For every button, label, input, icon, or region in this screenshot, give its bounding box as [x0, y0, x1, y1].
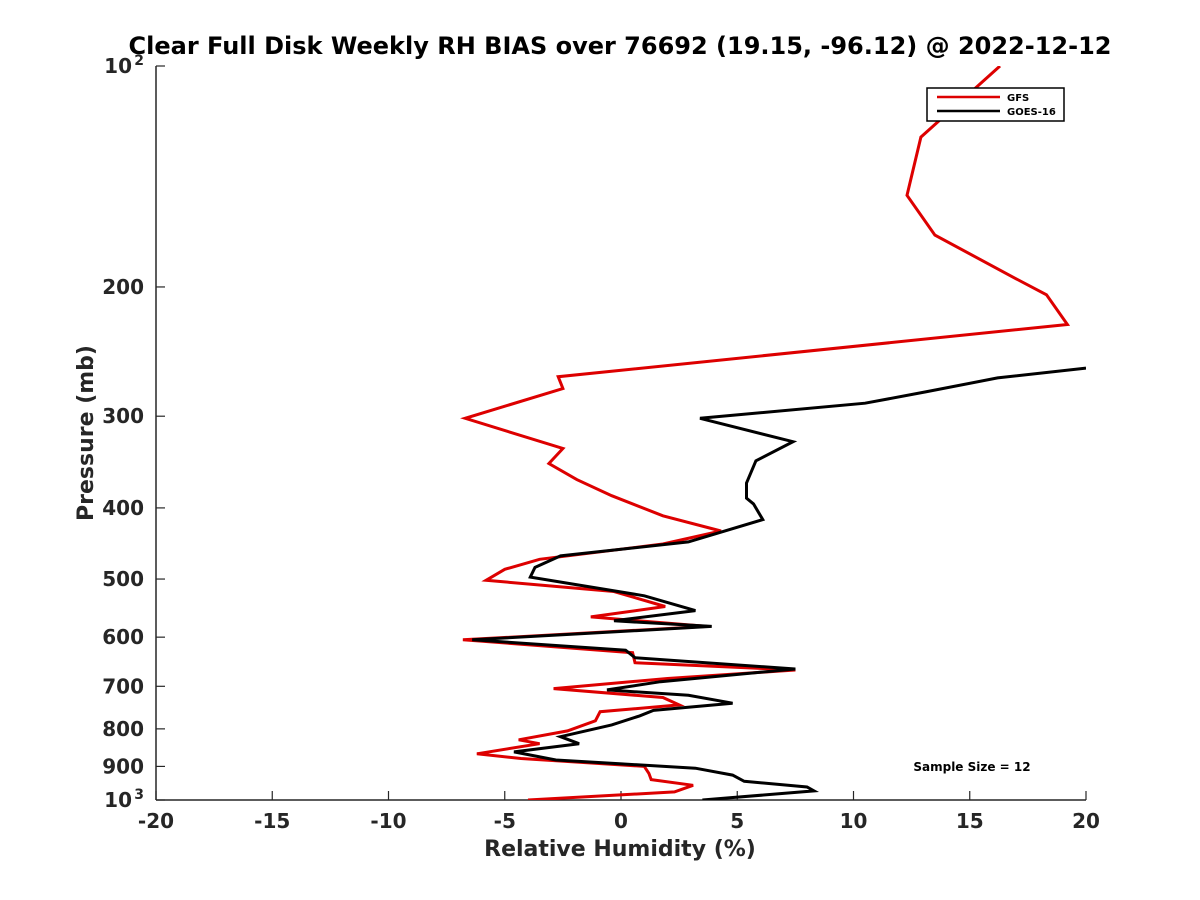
- x-tick-label: -20: [138, 809, 174, 833]
- legend-entry-label: GFS: [1007, 93, 1029, 104]
- sample-size-annotation: Sample Size = 12: [913, 760, 1030, 774]
- x-tick-label: -15: [254, 809, 290, 833]
- y-tick-label: 200: [102, 275, 144, 299]
- x-tick-label: -10: [370, 809, 406, 833]
- legend-entry-label: GOES-16: [1007, 107, 1056, 118]
- y-tick-label: 10: [104, 54, 132, 78]
- series-layer: [460, 66, 1086, 800]
- y-tick-exponent: 3: [134, 787, 144, 803]
- y-tick-exponent: 2: [134, 53, 144, 69]
- y-tick-label: 900: [102, 754, 144, 778]
- y-tick-label: 500: [102, 567, 144, 591]
- y-axis-label: Pressure (mb): [74, 345, 99, 521]
- x-tick-label: 10: [840, 809, 868, 833]
- chart-title: Clear Full Disk Weekly RH BIAS over 7669…: [129, 32, 1112, 60]
- y-tick-label: 600: [102, 625, 144, 649]
- y-tick-label: 800: [102, 717, 144, 741]
- x-tick-label: 20: [1072, 809, 1100, 833]
- x-tick-label: 15: [956, 809, 984, 833]
- legend-box: [926, 87, 1065, 122]
- x-axis-label: Relative Humidity (%): [484, 837, 756, 862]
- y-tick-label: 700: [102, 674, 144, 698]
- x-tick-label: 5: [730, 809, 744, 833]
- y-tick-label: 400: [102, 496, 144, 520]
- legend: GFS GOES-16: [926, 87, 1065, 122]
- x-tick-label: 0: [614, 809, 628, 833]
- y-tick-label: 10: [104, 788, 132, 812]
- series-line-gfs: [460, 66, 1071, 800]
- series-line-goes-16: [472, 366, 1086, 800]
- x-tick-label: -5: [494, 809, 516, 833]
- y-tick-label: 300: [102, 404, 144, 428]
